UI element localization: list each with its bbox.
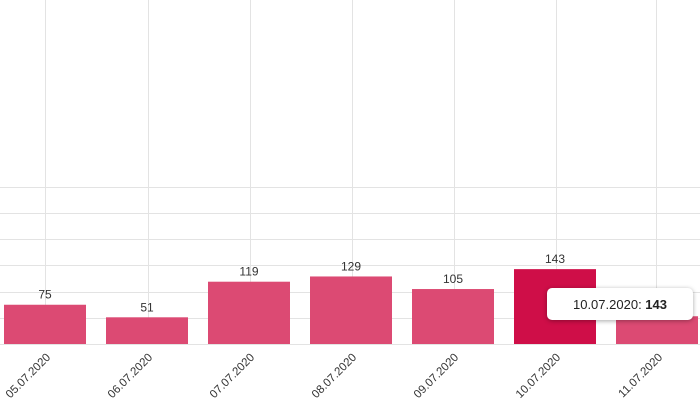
data-label-08.07.2020: 129 — [341, 259, 361, 273]
bar-11.07.2020[interactable] — [616, 316, 698, 344]
tooltip-date: 10.07.2020 — [572, 296, 639, 312]
bar-09.07.2020[interactable] — [412, 289, 494, 344]
bar-07.07.2020[interactable] — [208, 281, 290, 344]
tooltip-separator: : — [638, 296, 646, 312]
x-tick-label-10.07.2020: 10.07.2020 — [514, 352, 563, 401]
data-label-06.07.2020: 51 — [140, 300, 154, 314]
x-tick-label-08.07.2020: 08.07.2020 — [310, 352, 359, 401]
x-tick-label-07.07.2020: 07.07.2020 — [208, 352, 257, 401]
x-tick-label-05.07.2020: 05.07.2020 — [4, 352, 53, 401]
bar-05.07.2020[interactable] — [4, 304, 86, 344]
bar-08.07.2020[interactable] — [310, 276, 392, 344]
chart-tooltip: 10.07.2020: 143 — [547, 288, 693, 320]
chart-grid — [0, 0, 700, 345]
x-axis-tick-labels: 05.07.2020 06.07.2020 07.07.2020 08.07.2020… — [4, 352, 665, 401]
bar-06.07.2020[interactable] — [106, 317, 188, 344]
data-label-09.07.2020: 105 — [443, 272, 463, 286]
x-tick-label-06.07.2020: 06.07.2020 — [106, 352, 155, 401]
x-tick-label-09.07.2020: 09.07.2020 — [412, 352, 461, 401]
x-tick-label-11.07.2020: 11.07.2020 — [617, 352, 666, 401]
data-label-07.07.2020: 119 — [239, 265, 258, 279]
data-label-10.07.2020: 143 — [545, 252, 565, 266]
data-label-05.07.2020: 75 — [38, 288, 52, 302]
tooltip-value: 143 — [645, 296, 667, 312]
